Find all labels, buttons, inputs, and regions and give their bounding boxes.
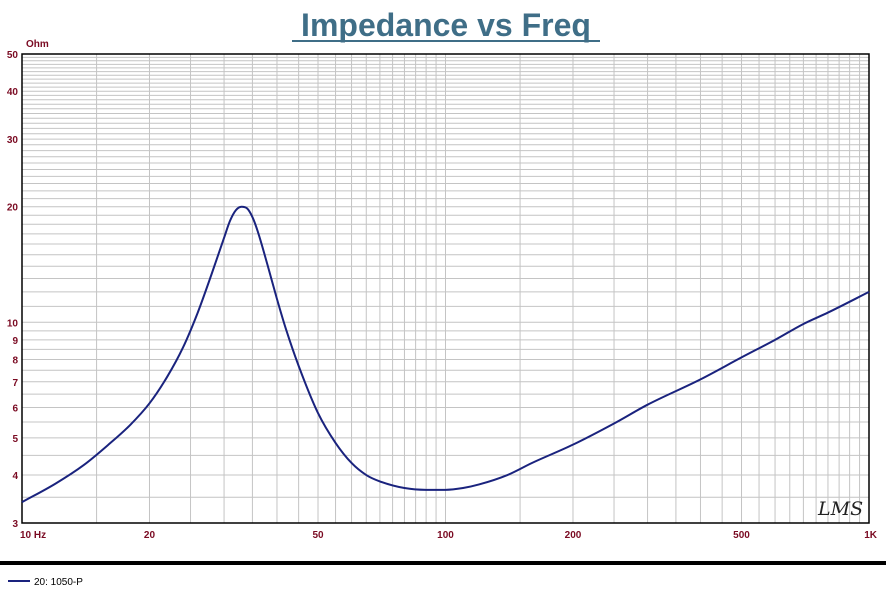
x-tick-label: 50 <box>312 530 324 541</box>
x-tick-labels: 10 Hz 20 50 100 200 500 1K <box>20 530 878 541</box>
x-tick-label: 20 <box>144 530 156 541</box>
y-tick-labels: 50 40 30 20 10 9 8 7 6 5 4 3 <box>7 50 19 530</box>
footer-divider <box>0 561 886 565</box>
y-tick-label: 4 <box>12 471 18 482</box>
lms-watermark: LMS <box>817 498 863 520</box>
impedance-curve <box>21 205 870 504</box>
y-tick-label: 20 <box>7 203 19 214</box>
y-tick-label: 10 <box>7 318 19 329</box>
y-tick-label: 50 <box>7 50 19 61</box>
y-tick-label: 9 <box>12 336 18 347</box>
x-tick-label: 100 <box>437 530 454 541</box>
y-tick-label: 6 <box>12 403 18 414</box>
y-tick-label: 7 <box>12 378 18 389</box>
grid <box>22 54 869 523</box>
y-tick-label: 5 <box>12 434 18 445</box>
y-tick-label: 30 <box>7 135 19 146</box>
plot-border <box>21 53 870 524</box>
x-tick-label: 200 <box>565 530 582 541</box>
y-axis-unit-label: Ohm <box>26 39 49 50</box>
y-tick-label: 40 <box>7 87 19 98</box>
x-tick-label: 1K <box>864 530 878 541</box>
legend-label: 20: 1050-P <box>34 577 83 588</box>
y-tick-label: 3 <box>12 519 18 530</box>
chart-title: Impedance vs Freq <box>301 7 591 43</box>
y-tick-label: 8 <box>12 355 18 366</box>
x-tick-label: 500 <box>733 530 750 541</box>
x-tick-label: 10 Hz <box>20 530 46 541</box>
